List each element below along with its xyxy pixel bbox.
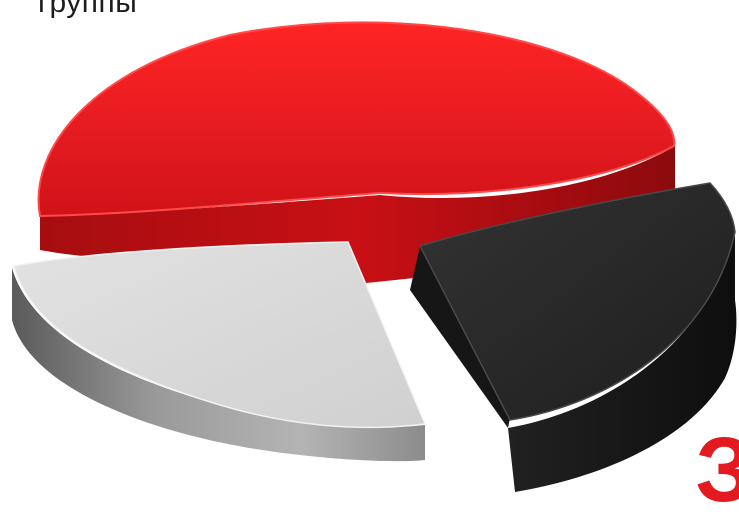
slice-1-face [37, 21, 676, 218]
slice-3-side [12, 268, 425, 462]
brand-mark: З [695, 419, 739, 521]
slice-2-face [418, 182, 736, 421]
pie-slice-2 [410, 182, 737, 492]
chart-title: группы [38, 0, 138, 19]
slice-3-face [13, 241, 427, 429]
slice-2-side [410, 230, 737, 492]
pie-slice-3 [12, 241, 427, 462]
slice-2-left-wall [410, 246, 510, 428]
